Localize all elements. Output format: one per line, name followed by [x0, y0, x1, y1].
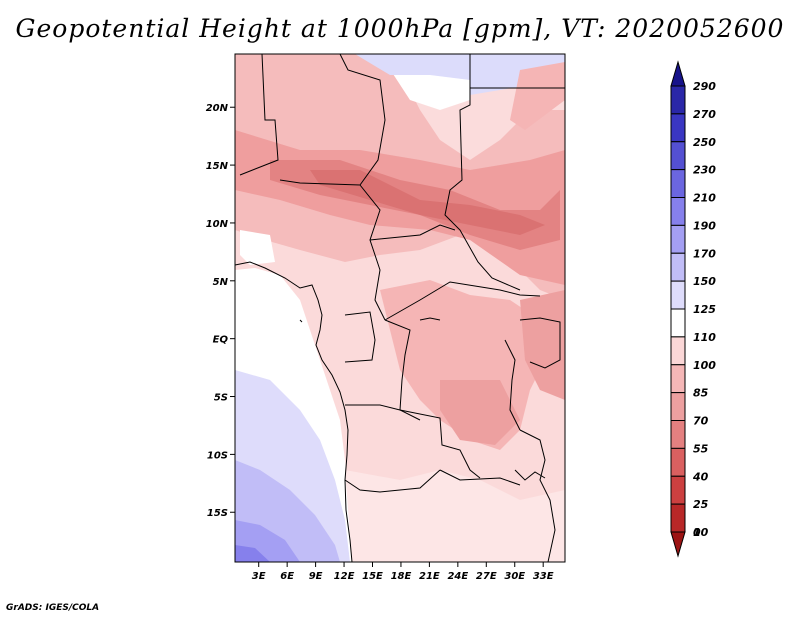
- lon-label: 24E: [447, 571, 468, 582]
- colorbar-label: 25: [693, 498, 709, 511]
- lat-label: 10S: [207, 450, 228, 461]
- lon-label: 15E: [362, 571, 383, 582]
- colorbar-label: 210: [693, 192, 716, 205]
- colorbar-swatch: [670, 197, 686, 226]
- colorbar-swatch: [670, 447, 686, 477]
- colorbar-label: 230: [693, 164, 716, 177]
- colorbar-label: 100: [693, 359, 716, 372]
- colorbar-label: 40: [692, 470, 709, 483]
- colorbar-label: 290: [693, 80, 716, 93]
- longitude-axis: 3E 6E 9E 12E 15E 18E 21E 24E 27E 30E 33E: [252, 562, 554, 582]
- colorbar-label: 110: [693, 331, 716, 344]
- lon-label: 18E: [391, 571, 412, 582]
- colorbar-label: 55: [693, 442, 709, 455]
- colorbar-swatch: [670, 280, 686, 310]
- latitude-axis: 20N 15N 10N 5N EQ 5S 10S 15S: [206, 103, 235, 519]
- colorbar-swatch: [670, 113, 686, 143]
- colorbar-label: 170: [693, 247, 716, 260]
- geopotential-field: [235, 54, 565, 562]
- colorbar-label: 150: [693, 275, 716, 288]
- colorbar-swatch: [670, 364, 686, 394]
- map-frame: [234, 53, 566, 563]
- colorbar-label: 10: [693, 526, 709, 539]
- colorbar-label: 70: [693, 415, 709, 428]
- colorbar-swatch: [670, 60, 686, 87]
- colorbar-label: 125: [693, 303, 716, 316]
- colorbar-swatch: [670, 392, 686, 421]
- colorbar-label: 250: [693, 136, 716, 149]
- lon-label: 12E: [334, 571, 355, 582]
- lon-label: 21E: [419, 571, 440, 582]
- lat-label: EQ: [213, 335, 229, 346]
- colorbar-swatch: [670, 531, 686, 558]
- colorbar-swatch: [670, 475, 686, 505]
- colorbar-swatch: [670, 169, 686, 198]
- colorbar-swatch: [670, 503, 686, 533]
- map-title: Geopotential Height at 1000hPa [gpm], VT…: [15, 14, 785, 43]
- lon-label: 33E: [533, 571, 554, 582]
- colorbar-label: 190: [693, 219, 716, 232]
- colorbar-swatch: [670, 85, 686, 115]
- footer-credit: GrADS: IGES/COLA: [6, 603, 100, 613]
- colorbar-label: 0: [693, 526, 701, 539]
- lat-label: 20N: [206, 103, 229, 114]
- colorbar-swatch: [670, 141, 686, 171]
- colorbar-label: 85: [693, 387, 709, 400]
- colorbar: 2902702502302101901701501251101008570554…: [670, 60, 716, 558]
- lon-label: 27E: [476, 571, 497, 582]
- lat-label: 5N: [213, 277, 229, 288]
- lat-label: 10N: [206, 219, 229, 230]
- lat-label: 15N: [206, 161, 229, 172]
- lat-label: 15S: [207, 508, 228, 519]
- colorbar-swatch: [670, 336, 686, 366]
- colorbar-swatch: [670, 252, 686, 282]
- colorbar-swatch: [670, 308, 686, 338]
- colorbar-swatch: [670, 224, 686, 254]
- colorbar-swatch: [670, 420, 686, 449]
- country-borders: [235, 54, 565, 562]
- lon-label: 30E: [504, 571, 525, 582]
- lon-label: 3E: [252, 571, 266, 582]
- lon-label: 9E: [309, 571, 323, 582]
- lat-label: 5S: [214, 393, 228, 404]
- lon-label: 6E: [280, 571, 294, 582]
- colorbar-label: 270: [693, 108, 716, 121]
